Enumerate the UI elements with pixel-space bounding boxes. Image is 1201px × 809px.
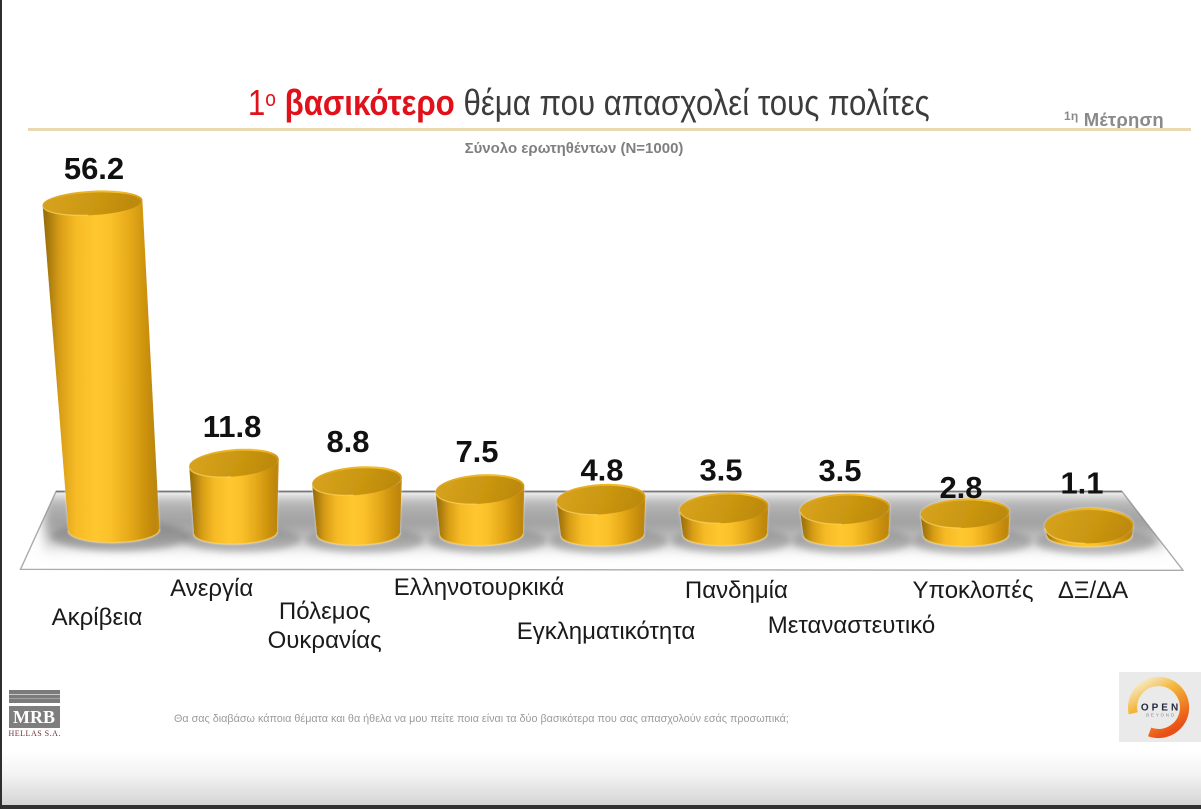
svg-text:56.2: 56.2 — [64, 151, 124, 186]
svg-text:Πανδημία: Πανδημία — [685, 577, 788, 604]
svg-text:Ακρίβεια: Ακρίβεια — [52, 604, 143, 631]
svg-text:7.5: 7.5 — [455, 434, 498, 469]
svg-text:11.8: 11.8 — [203, 409, 262, 444]
svg-text:8.8: 8.8 — [326, 424, 369, 459]
svg-text:OPEN: OPEN — [1141, 702, 1181, 713]
svg-text:Ουκρανίας: Ουκρανίας — [268, 627, 382, 654]
svg-text:Ελληνοτουρκικά: Ελληνοτουρκικά — [394, 574, 565, 601]
svg-text:4.8: 4.8 — [580, 453, 623, 488]
svg-text:BEYOND: BEYOND — [1146, 712, 1176, 717]
svg-text:3.5: 3.5 — [818, 453, 861, 488]
svg-text:3.5: 3.5 — [699, 453, 742, 488]
svg-text:Εγκληματικότητα: Εγκληματικότητα — [517, 618, 696, 645]
svg-text:Μεταναστευτικό: Μεταναστευτικό — [768, 612, 936, 639]
svg-text:1.1: 1.1 — [1060, 466, 1103, 501]
svg-text:2.8: 2.8 — [939, 470, 982, 505]
svg-text:Ανεργία: Ανεργία — [170, 575, 253, 602]
svg-text:Πόλεμος: Πόλεμος — [279, 598, 371, 625]
svg-text:ΔΞ/ΔΑ: ΔΞ/ΔΑ — [1058, 577, 1128, 604]
svg-text:Υποκλοπές: Υποκλοπές — [912, 577, 1033, 604]
